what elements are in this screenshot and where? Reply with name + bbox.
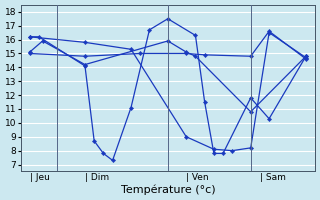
X-axis label: Température (°c): Température (°c) [121,185,215,195]
